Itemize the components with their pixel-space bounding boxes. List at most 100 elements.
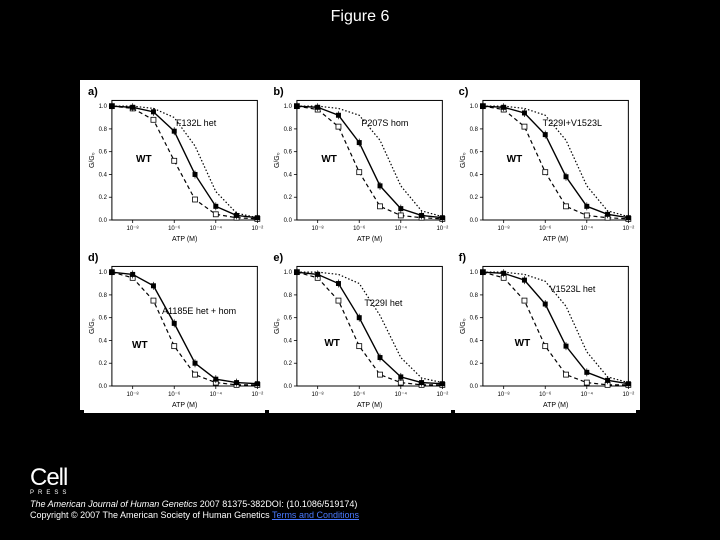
svg-text:10⁻⁸: 10⁻⁸ [127, 225, 140, 232]
svg-text:ATP (M): ATP (M) [357, 402, 382, 409]
svg-text:10⁻²: 10⁻² [437, 392, 449, 398]
svg-text:0.0: 0.0 [284, 384, 293, 390]
svg-text:0.4: 0.4 [469, 172, 478, 178]
svg-text:0.6: 0.6 [469, 316, 478, 322]
copyright-text: Copyright © 2007 The American Society of… [30, 510, 272, 520]
svg-text:10⁻²: 10⁻² [251, 392, 263, 398]
chart-panel-a: 0.00.20.40.60.81.010⁻⁸10⁻⁶10⁻⁴10⁻²G/G₀AT… [84, 84, 265, 246]
svg-text:0.2: 0.2 [469, 195, 478, 201]
svg-text:0.2: 0.2 [284, 362, 293, 368]
svg-text:1.0: 1.0 [284, 104, 293, 110]
svg-text:0.6: 0.6 [99, 316, 108, 322]
svg-text:0.2: 0.2 [284, 195, 293, 201]
svg-text:G/G₀: G/G₀ [89, 152, 96, 168]
svg-text:10⁻²: 10⁻² [622, 226, 634, 232]
svg-text:10⁻⁸: 10⁻⁸ [497, 225, 510, 232]
svg-text:10⁻²: 10⁻² [251, 226, 263, 232]
chart-panel-d: 0.00.20.40.60.81.010⁻⁸10⁻⁶10⁻⁴10⁻²G/G₀AT… [84, 250, 265, 412]
svg-text:10⁻⁸: 10⁻⁸ [312, 225, 325, 232]
wt-label: WT [324, 338, 340, 349]
svg-text:0.2: 0.2 [99, 195, 108, 201]
cell-press-logo: Cell PRESS [30, 464, 70, 496]
svg-text:0.8: 0.8 [284, 293, 293, 299]
svg-text:0.0: 0.0 [99, 384, 108, 390]
svg-text:10⁻²: 10⁻² [437, 226, 449, 232]
svg-text:0.8: 0.8 [99, 293, 108, 299]
svg-text:1.0: 1.0 [99, 271, 108, 277]
citation-line2: Copyright © 2007 The American Society of… [30, 510, 359, 522]
terms-link[interactable]: Terms and Conditions [272, 510, 359, 520]
svg-text:10⁻⁶: 10⁻⁶ [168, 225, 181, 232]
svg-text:10⁻⁴: 10⁻⁴ [580, 391, 593, 398]
mutation-label: F132L het [176, 118, 216, 128]
logo-main: Cell [30, 464, 70, 492]
svg-text:10⁻⁸: 10⁻⁸ [312, 391, 325, 398]
citation-line1: The American Journal of Human Genetics 2… [30, 499, 359, 511]
svg-text:1.0: 1.0 [284, 271, 293, 277]
svg-text:0.8: 0.8 [99, 127, 108, 133]
citation-block: The American Journal of Human Genetics 2… [30, 499, 359, 522]
figure-title: Figure 6 [331, 8, 390, 26]
wt-label: WT [321, 154, 337, 165]
svg-text:0.4: 0.4 [99, 172, 108, 178]
svg-text:10⁻⁶: 10⁻⁶ [168, 391, 181, 398]
mutation-label: A1185E het + hom [162, 306, 236, 316]
svg-text:10⁻⁸: 10⁻⁸ [497, 391, 510, 398]
citation-ref: 2007 81375-382DOI: (10.1086/519174) [197, 499, 357, 509]
svg-text:ATP (M): ATP (M) [172, 402, 197, 409]
panel-label: e) [273, 252, 283, 264]
svg-text:0.0: 0.0 [469, 384, 478, 390]
logo-sub: PRESS [30, 490, 70, 496]
wt-label: WT [507, 154, 523, 165]
svg-text:0.2: 0.2 [99, 362, 108, 368]
panel-label: a) [88, 86, 98, 98]
svg-text:0.0: 0.0 [284, 218, 293, 224]
svg-text:0.0: 0.0 [99, 218, 108, 224]
svg-text:0.8: 0.8 [284, 127, 293, 133]
svg-text:1.0: 1.0 [99, 104, 108, 110]
svg-text:0.4: 0.4 [99, 339, 108, 345]
figure-panel: 0.0 0.2 0.4 0.6 0.8 1.0 10⁻⁸ 10⁻⁶ 10⁻⁴ 10⁻² G/G₀ AT… [80, 80, 640, 410]
svg-text:G/G₀: G/G₀ [274, 152, 281, 168]
chart-panel-e: 0.0 0.2 0.4 0.6 0.8 1.0 10⁻⁸ 10⁻⁶ 10⁻⁴ 10⁻² G/G₀ AT… [269, 250, 450, 412]
svg-text:1.0: 1.0 [469, 271, 478, 277]
svg-text:10⁻⁶: 10⁻⁶ [353, 225, 366, 232]
svg-text:10⁻⁴: 10⁻⁴ [395, 225, 408, 232]
svg-text:0.0: 0.0 [469, 218, 478, 224]
svg-text:1.0: 1.0 [469, 104, 478, 110]
svg-text:0.2: 0.2 [469, 362, 478, 368]
panel-label: b) [273, 86, 283, 98]
svg-text:10⁻²: 10⁻² [622, 392, 634, 398]
wt-label: WT [132, 340, 148, 351]
svg-text:G/G₀: G/G₀ [460, 152, 467, 168]
chart-panel-c: 0.00.20.40.60.81.010⁻⁸10⁻⁶10⁻⁴10⁻²G/G₀AT… [455, 84, 636, 246]
mutation-label: V1523L het [550, 284, 596, 294]
svg-text:ATP (M): ATP (M) [357, 236, 382, 243]
svg-text:0.4: 0.4 [284, 172, 293, 178]
svg-text:G/G₀: G/G₀ [89, 319, 96, 335]
svg-text:G/G₀: G/G₀ [460, 319, 467, 335]
svg-text:0.4: 0.4 [284, 339, 293, 345]
svg-text:10⁻⁴: 10⁻⁴ [210, 391, 223, 398]
svg-text:10⁻⁴: 10⁻⁴ [210, 225, 223, 232]
panel-label: f) [459, 252, 466, 264]
chart-grid: 0.0 0.2 0.4 0.6 0.8 1.0 10⁻⁸ 10⁻⁶ 10⁻⁴ 10⁻² G/G₀ AT… [80, 80, 640, 410]
svg-text:0.8: 0.8 [469, 293, 478, 299]
journal-name: The American Journal of Human Genetics [30, 499, 197, 509]
svg-text:10⁻⁶: 10⁻⁶ [353, 391, 366, 398]
mutation-label: T229I het [364, 298, 402, 308]
svg-text:0.6: 0.6 [284, 316, 293, 322]
svg-text:G/G₀: G/G₀ [274, 319, 281, 335]
chart-panel-b: 0.00.20.40.60.81.010⁻⁸10⁻⁶10⁻⁴10⁻²G/G₀AT… [269, 84, 450, 246]
panel-label: d) [88, 252, 98, 264]
svg-text:0.6: 0.6 [469, 150, 478, 156]
svg-text:10⁻⁴: 10⁻⁴ [395, 391, 408, 398]
svg-text:10⁻⁶: 10⁻⁶ [539, 391, 552, 398]
svg-text:10⁻⁶: 10⁻⁶ [539, 225, 552, 232]
svg-text:0.4: 0.4 [469, 339, 478, 345]
panel-label: c) [459, 86, 469, 98]
wt-label: WT [515, 338, 531, 349]
mutation-label: P207S hom [361, 118, 408, 128]
svg-text:ATP (M): ATP (M) [543, 236, 568, 243]
mutation-label: T229I+V1523L [543, 118, 602, 128]
